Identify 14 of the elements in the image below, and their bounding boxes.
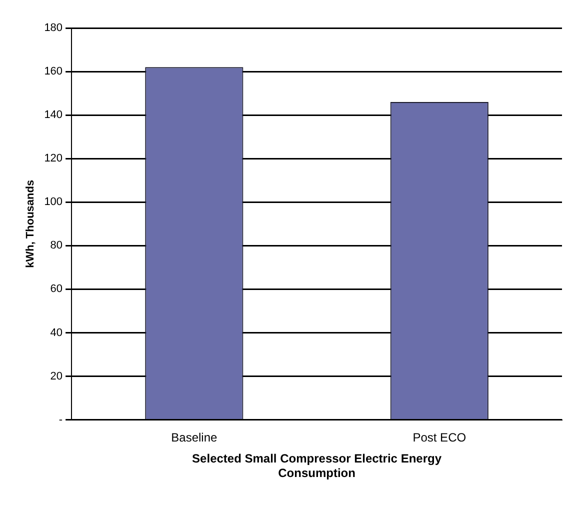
x-axis-title: Selected Small Compressor Electric Energy Consumption xyxy=(192,452,442,480)
x-tick-label: Post ECO xyxy=(412,430,466,444)
y-tick-label: 160 xyxy=(44,66,63,78)
y-tick-label: 60 xyxy=(50,283,63,296)
x-tick-label: Baseline xyxy=(171,430,218,444)
y-tick-label: 40 xyxy=(50,326,63,339)
y-tick-label: 120 xyxy=(44,152,63,165)
y-tick-label: 140 xyxy=(44,109,63,122)
y-tick-label: 180 xyxy=(44,22,63,34)
y-tick-label: 80 xyxy=(50,240,63,252)
y-axis-title: kWh, Thousands xyxy=(24,180,37,268)
y-tick-label: 20 xyxy=(50,370,63,382)
y-tick-label: 100 xyxy=(44,196,63,208)
y-tick-label: - xyxy=(58,414,63,426)
